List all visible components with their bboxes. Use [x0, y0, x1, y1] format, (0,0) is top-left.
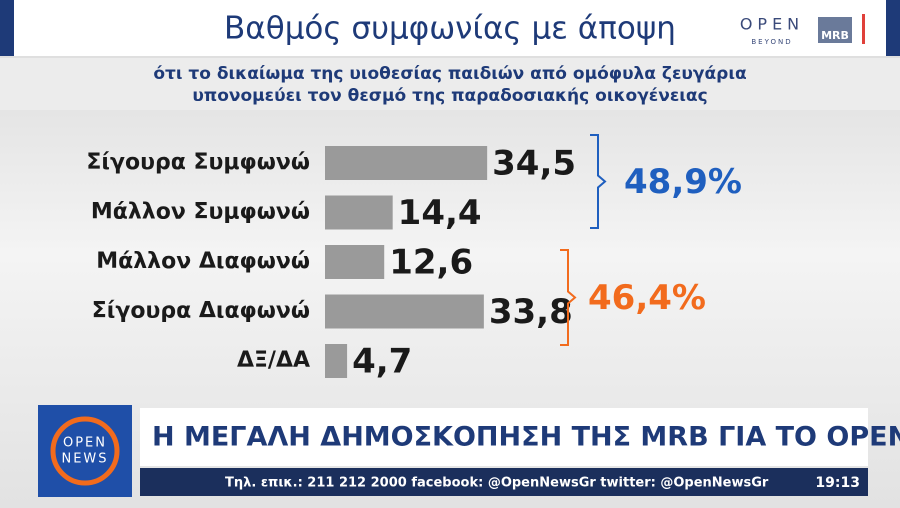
value-label: 4,7 [352, 342, 412, 382]
open-logo: OPEN [740, 15, 804, 34]
ticker-contacts: Τηλ. επικ.: 211 212 2000 facebook: @Open… [225, 476, 769, 491]
news-logo-ring [50, 416, 120, 486]
bar [325, 344, 348, 378]
group-total: 48,9% [624, 162, 742, 202]
value-label: 14,4 [398, 193, 482, 233]
bracket [590, 134, 607, 229]
headline: Η ΜΕΓΑΛΗ ΔΗΜΟΣΚΟΠΗΣΗ ΤΗΣ MRB ΓΙΑ ΤΟ OPEN [152, 422, 900, 453]
bar [325, 195, 393, 230]
bar [325, 294, 484, 329]
header-edge [0, 0, 14, 56]
mrb-logo: MRB [821, 29, 849, 42]
category-label: ΔΞ/ΔΑ [237, 348, 310, 373]
headline-band [140, 408, 868, 466]
news-logo-text: NEWS [61, 452, 108, 467]
value-label: 12,6 [389, 243, 473, 283]
ticker-band [140, 468, 868, 496]
category-label: Μάλλον Διαφωνώ [96, 249, 310, 274]
header-edge [886, 0, 900, 56]
group-total: 46,4% [588, 278, 706, 318]
chart-title: Βαθμός συμφωνίας με άποψη [224, 11, 676, 47]
header-band [0, 0, 900, 56]
mrb-logo-box [818, 17, 852, 43]
bar [325, 245, 385, 279]
category-label: Μάλλον Συμφωνώ [91, 200, 310, 225]
news-logo-text: OPEN [63, 436, 107, 451]
beyond-logo: BEYOND [751, 38, 792, 46]
category-label: Σίγουρα Συμφωνώ [86, 150, 310, 175]
bracket [560, 249, 577, 346]
value-label: 33,8 [489, 292, 573, 332]
clock: 19:13 [815, 475, 860, 491]
subtitle-band [0, 58, 900, 110]
logo-divider [862, 14, 865, 44]
subtitle-line: υπονομεύει τον θεσμό της παραδοσιακής οι… [192, 86, 707, 106]
value-label: 34,5 [492, 144, 576, 184]
subtitle-line: ότι το δικαίωμα της υιοθεσίας παιδιών απ… [153, 64, 746, 84]
bar [325, 146, 488, 180]
category-label: Σίγουρα Διαφωνώ [92, 299, 310, 324]
